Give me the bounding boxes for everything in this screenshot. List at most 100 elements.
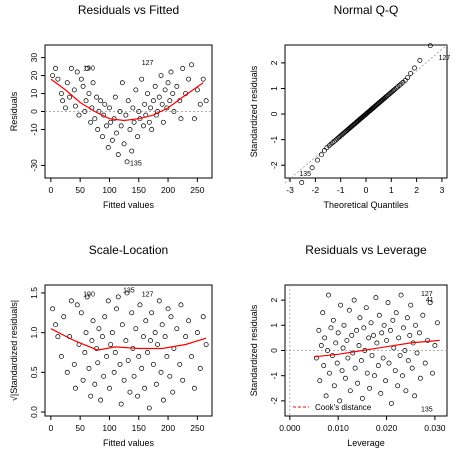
data-point	[333, 340, 339, 346]
data-point	[422, 360, 428, 366]
data-point	[152, 330, 158, 336]
data-point	[189, 354, 194, 359]
data-point	[73, 103, 78, 109]
data-point	[146, 119, 152, 125]
x-tick-label: 2	[414, 185, 419, 195]
y-axis-label: Standardized residuals	[249, 65, 259, 157]
data-point	[321, 363, 327, 369]
point-annotation: 190	[83, 292, 95, 299]
data-point	[80, 83, 86, 89]
data-point	[159, 101, 165, 107]
data-point	[393, 310, 399, 316]
data-point	[165, 80, 171, 86]
data-point	[361, 325, 367, 331]
data-point	[350, 350, 356, 356]
point-annotation: 127	[142, 60, 154, 67]
data-point	[339, 368, 345, 374]
x-tick-label: 200	[161, 185, 175, 195]
data-point	[417, 57, 423, 63]
data-point	[139, 365, 145, 371]
x-tick-label: 250	[190, 423, 204, 433]
data-point	[383, 378, 389, 384]
data-point	[135, 393, 141, 399]
y-tick-label: 1	[269, 323, 279, 328]
plot-title: Residuals vs Leverage	[305, 243, 427, 257]
x-tick-label: 3	[440, 185, 445, 195]
data-point	[402, 78, 408, 83]
plot-title: Scale-Location	[89, 243, 168, 257]
data-point	[397, 353, 403, 358]
data-point	[83, 98, 89, 104]
data-point	[84, 65, 90, 71]
legend-label: Cook's distance	[315, 403, 372, 412]
data-point	[337, 398, 343, 404]
data-point	[186, 318, 192, 324]
data-point	[118, 401, 124, 407]
data-point	[142, 385, 148, 391]
data-point	[412, 65, 417, 71]
data-point	[60, 98, 66, 104]
data-point	[400, 373, 405, 379]
point-annotation: 190	[83, 65, 95, 72]
data-point	[127, 127, 133, 132]
data-point	[299, 180, 305, 185]
data-point	[123, 338, 129, 344]
data-point	[189, 62, 194, 68]
data-point	[183, 334, 189, 340]
data-point	[174, 83, 180, 89]
data-point	[107, 105, 112, 111]
data-point	[379, 330, 385, 336]
data-point	[135, 134, 141, 140]
data-point	[89, 338, 95, 344]
data-point	[351, 297, 357, 303]
x-axis-label: Fitted values	[103, 200, 155, 210]
data-point	[74, 69, 80, 75]
data-point	[358, 358, 364, 364]
y-tick-label: 0.5	[29, 366, 39, 378]
data-point	[76, 112, 82, 118]
data-point	[139, 76, 145, 82]
x-tick-label: 1	[389, 185, 394, 195]
data-point	[334, 360, 340, 366]
point-annotation: 127	[421, 291, 433, 298]
data-point	[68, 65, 74, 71]
y-tick-label: 2	[269, 60, 279, 65]
data-point	[347, 388, 353, 394]
data-point	[114, 130, 119, 136]
data-point	[86, 365, 92, 371]
data-point	[395, 383, 401, 389]
x-axis-label: Fitted values	[103, 438, 155, 448]
y-tick-label: 0.0	[29, 406, 39, 418]
x-tick-label: 150	[132, 185, 146, 195]
data-point	[160, 119, 166, 125]
data-point	[349, 332, 355, 338]
data-point	[352, 365, 358, 371]
x-tick-label: 250	[190, 185, 204, 195]
data-point	[68, 298, 74, 304]
data-point	[104, 354, 109, 359]
data-point	[368, 320, 374, 326]
data-point	[401, 325, 406, 331]
data-point	[53, 65, 58, 71]
data-point	[102, 314, 108, 320]
x-tick-label: 50	[75, 185, 85, 195]
data-point	[130, 105, 136, 111]
y-tick-label: -2	[269, 161, 279, 169]
data-point	[115, 152, 121, 158]
data-point	[50, 306, 56, 312]
data-point	[82, 350, 88, 355]
smooth-line	[50, 78, 204, 122]
data-point	[88, 393, 94, 399]
data-point	[191, 385, 197, 391]
data-point	[119, 80, 125, 86]
data-point	[316, 327, 322, 333]
data-point	[359, 395, 365, 401]
y-tick-label: 20	[29, 71, 39, 81]
data-point	[107, 385, 112, 391]
data-point	[131, 119, 137, 125]
data-point	[146, 405, 152, 411]
data-point	[140, 334, 146, 340]
data-point	[148, 105, 153, 111]
data-point	[178, 116, 184, 122]
